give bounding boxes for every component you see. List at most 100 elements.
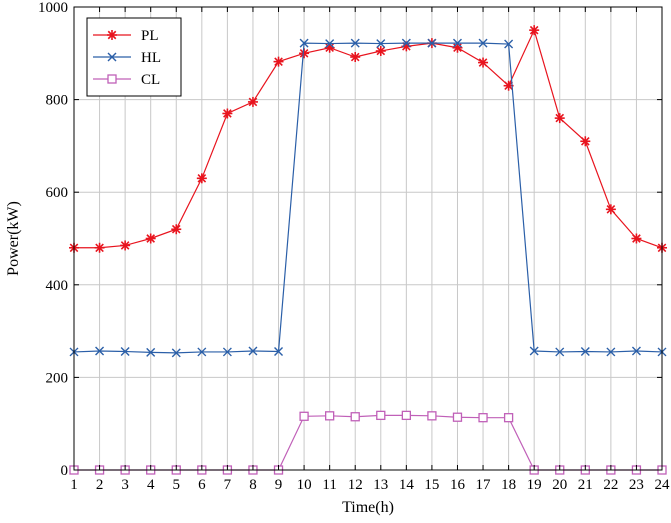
data-point-pl	[273, 56, 284, 67]
data-point-hl	[504, 39, 514, 49]
x-tick-label: 18	[501, 477, 516, 493]
data-point-pl	[452, 42, 463, 53]
x-tick-label: 20	[552, 477, 567, 493]
x-tick-label: 24	[655, 477, 671, 493]
data-point-hl	[478, 38, 488, 48]
data-point-hl	[529, 346, 539, 356]
y-tick-label: 800	[46, 93, 69, 109]
legend-entry-pl: PL	[93, 28, 159, 44]
data-point-cl	[401, 410, 411, 421]
plot-frame	[73, 6, 663, 471]
data-point-pl	[375, 45, 386, 56]
y-axis-label: Power(kW)	[5, 201, 22, 276]
axis-ticks: 1 2 3 4 5 6 7 8 9 10 11 12 13 14 15 16 17 18 19 20 21 22 23 240…	[38, 0, 670, 493]
series-line-pl	[74, 28, 663, 249]
x-tick-label: 3	[121, 477, 129, 493]
legend-label: PL	[141, 28, 159, 44]
x-tick-label: 19	[527, 477, 542, 493]
x-tick-label: 5	[173, 477, 181, 493]
series-line-cl	[74, 414, 662, 471]
data-point-hl	[350, 38, 360, 48]
data-point-pl	[145, 233, 156, 244]
x-tick-label: 15	[424, 477, 439, 493]
legend-marker	[107, 74, 117, 84]
data-point-pl	[580, 136, 591, 147]
data-point-hl	[427, 38, 437, 48]
y-tick-label: 600	[46, 185, 69, 201]
y-tick-label: 1000	[38, 0, 68, 16]
data-point-pl	[171, 224, 182, 235]
data-point-pl	[503, 80, 514, 91]
legend-label: CL	[141, 72, 160, 88]
data-point-hl	[274, 346, 284, 356]
data-point-hl	[95, 346, 105, 356]
x-tick-label: 12	[348, 477, 363, 493]
data-point-cl	[376, 410, 386, 421]
data-point-cl	[350, 412, 360, 422]
y-tick-label: 0	[61, 463, 69, 479]
data-point-pl	[554, 113, 565, 124]
legend: PL HL CL	[86, 17, 182, 97]
series-cl	[69, 410, 667, 475]
x-tick-label: 4	[147, 477, 155, 493]
x-tick-label: 1	[70, 477, 78, 493]
x-tick-label: 14	[399, 477, 415, 493]
data-point-pl	[529, 25, 540, 36]
data-point-hl	[376, 39, 386, 49]
legend-label: HL	[141, 50, 161, 66]
data-point-hl	[120, 346, 130, 356]
x-tick-label: 9	[275, 477, 283, 493]
data-point-pl	[350, 52, 361, 63]
x-tick-label: 8	[249, 477, 257, 493]
x-tick-label: 21	[578, 477, 593, 493]
x-tick-label: 6	[198, 477, 206, 493]
x-tick-label: 10	[297, 477, 312, 493]
data-point-hl	[222, 347, 232, 357]
data-point-pl	[222, 108, 233, 119]
data-point-pl	[478, 57, 489, 68]
data-point-hl	[171, 348, 181, 358]
data-point-pl	[120, 240, 131, 251]
legend-marker	[107, 52, 117, 62]
data-point-cl	[503, 413, 514, 423]
x-tick-label: 22	[603, 477, 618, 493]
series-pl	[69, 25, 667, 253]
legend-marker	[107, 30, 117, 40]
data-point-hl	[580, 346, 590, 356]
legend-entry-cl: CL	[93, 72, 160, 88]
data-point-pl	[605, 204, 616, 215]
data-point-cl	[452, 412, 463, 422]
data-point-pl	[94, 242, 105, 253]
data-point-cl	[325, 411, 335, 421]
x-tick-label: 16	[450, 477, 466, 493]
series-hl	[69, 38, 667, 358]
x-tick-label: 2	[96, 477, 104, 493]
data-point-hl	[631, 346, 641, 356]
data-point-hl	[248, 346, 258, 356]
series-line-hl	[73, 42, 663, 354]
x-tick-label: 11	[322, 477, 336, 493]
x-tick-label: 13	[373, 477, 388, 493]
data-point-cl	[299, 411, 309, 421]
data-point-cl	[427, 411, 437, 421]
x-tick-label: 17	[476, 477, 492, 493]
data-point-hl	[146, 347, 156, 357]
x-axis-label: Time(h)	[342, 499, 394, 516]
data-point-cl	[478, 413, 488, 423]
x-tick-label: 7	[224, 477, 232, 493]
data-point-hl	[401, 38, 411, 48]
data-point-hl	[325, 39, 335, 49]
x-tick-label: 23	[629, 477, 644, 493]
data-point-hl	[197, 347, 207, 357]
legend-entry-hl: HL	[93, 50, 161, 66]
data-point-hl	[452, 38, 462, 48]
y-tick-label: 400	[46, 278, 69, 294]
data-point-pl	[196, 173, 207, 184]
data-point-hl	[555, 347, 565, 357]
data-point-pl	[631, 233, 642, 244]
y-tick-label: 200	[46, 370, 69, 386]
data-point-hl	[299, 38, 309, 48]
data-point-pl	[247, 96, 258, 107]
data-point-hl	[606, 347, 616, 357]
